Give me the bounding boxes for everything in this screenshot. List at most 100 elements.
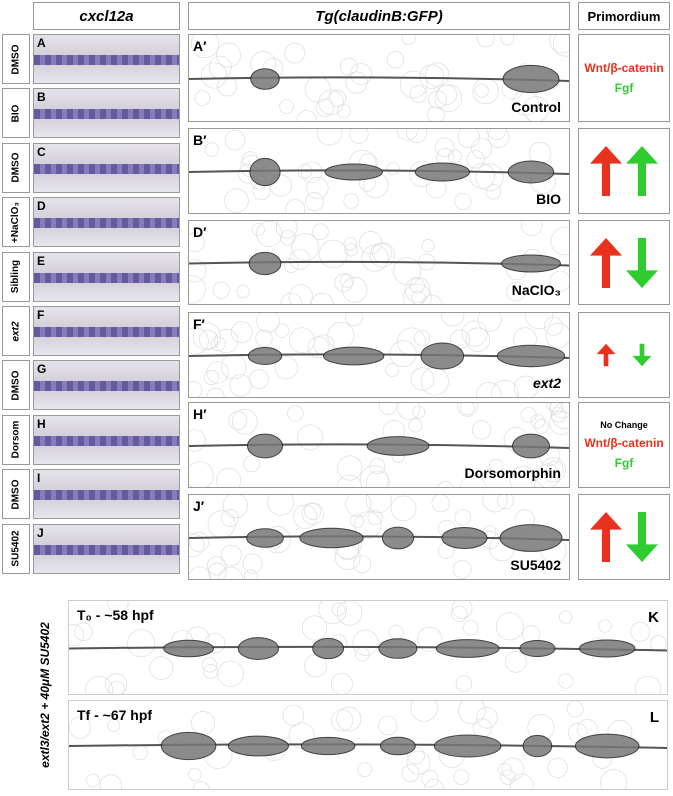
condition-label: DMSO (10, 152, 22, 183)
condition-label: BIO (10, 104, 22, 123)
bottom-side: extl3/ext2 + 40μM SU5402 (28, 600, 62, 790)
cxcl12a-image: I (33, 469, 180, 520)
condition-box: DMSO (2, 360, 30, 411)
panel-letter: I (37, 471, 41, 486)
condition-box: DMSO (2, 34, 30, 84)
panel-letter: H′ (193, 406, 207, 422)
expression-band (34, 272, 179, 283)
micrograph (189, 403, 569, 487)
gfp-image: D′ NaClO₃ (188, 220, 570, 305)
condition-label: Sibling (10, 259, 22, 294)
panel-label: BIO (536, 191, 561, 207)
panel-label: Control (511, 99, 561, 115)
condition-label: +NaClO₃ (10, 201, 22, 243)
arrows (590, 146, 658, 196)
primordium-box: No Change Wnt/β-catenin Fgf (578, 402, 670, 488)
panel-letter: B′ (193, 132, 207, 148)
condition-label: DMSO (10, 479, 22, 510)
micrograph (189, 35, 569, 121)
cxcl12a-image: D (33, 197, 180, 248)
panel-letter: F′ (193, 316, 205, 332)
primordium-box: Wnt/β-catenin Fgf (578, 34, 670, 122)
left-header: cxcl12a (33, 2, 180, 30)
fgf-label: Fgf (614, 81, 634, 95)
panel-letter: G (37, 362, 47, 377)
condition-box: BIO (2, 88, 30, 139)
panel-letter: K (648, 609, 659, 626)
panel-letter: E (37, 253, 46, 268)
gfp-image: B′ BIO (188, 128, 570, 214)
expression-band (34, 218, 179, 229)
gfp-image: F′ ext2 (188, 312, 570, 398)
panel-letter: C (37, 144, 46, 159)
expression-band (34, 544, 179, 555)
panel-letter: B (37, 90, 46, 105)
micrograph (189, 313, 569, 397)
condition-box: DMSO (2, 469, 30, 520)
bottom-side-label: extl3/ext2 + 40μM SU5402 (38, 622, 53, 768)
panel-letter: J′ (193, 498, 205, 514)
condition-box: Dorsom (2, 414, 30, 465)
micrograph (69, 601, 667, 694)
panel-letter: J (37, 525, 44, 540)
arrows (590, 512, 658, 562)
panel-letter: A′ (193, 38, 207, 54)
right-header: Primordium (578, 2, 670, 30)
condition-label: DMSO (10, 44, 22, 74)
micrograph (69, 701, 667, 789)
condition-box: SU5402 (2, 523, 30, 574)
cxcl12a-image: F (33, 306, 180, 356)
condition-box: +NaClO₃ (2, 197, 30, 248)
micrograph (189, 495, 569, 579)
expression-band (34, 327, 179, 337)
expression-band (34, 55, 179, 65)
condition-label: SU5402 (10, 530, 22, 567)
wnt-label: Wnt/β-catenin (584, 61, 664, 75)
panel-label: NaClO₃ (511, 282, 561, 298)
time-label: Tf - ~67 hpf (77, 707, 153, 723)
panel-letter: L (649, 709, 659, 726)
condition-label: Dorsom (10, 420, 22, 459)
expression-band (34, 435, 179, 446)
condition-box: ext2 (2, 306, 30, 356)
panel-label: ext2 (532, 375, 561, 391)
micrograph (189, 221, 569, 304)
gfp-image: H′ Dorsomorphin (188, 402, 570, 488)
condition-label: ext2 (10, 320, 22, 342)
panel-letter: D (37, 199, 46, 214)
micrograph (189, 129, 569, 213)
cxcl12a-image: H (33, 414, 180, 465)
gfp-image: A′ Control (188, 34, 570, 122)
gfp-image: J′ SU5402 (188, 494, 570, 580)
timelapse-image: T₀ - ~58 hpf K (68, 600, 668, 695)
cxcl12a-image: C (33, 142, 180, 193)
time-label: T₀ - ~58 hpf (77, 607, 154, 623)
condition-box: DMSO (2, 142, 30, 193)
panel-label: Dorsomorphin (464, 465, 561, 481)
primordium-box (578, 494, 670, 580)
panel-letter: F (37, 308, 45, 322)
panel-letter: D′ (193, 224, 207, 240)
panel-letter: H (37, 416, 46, 431)
primordium-box (578, 312, 670, 398)
panel-label: SU5402 (510, 557, 561, 573)
cxcl12a-image: G (33, 360, 180, 411)
expression-band (34, 109, 179, 120)
expression-band (34, 381, 179, 392)
arrows (596, 343, 652, 367)
primordium-box (578, 128, 670, 214)
cxcl12a-image: A (33, 34, 180, 84)
arrows (590, 237, 658, 288)
fgf-label: Fgf (614, 456, 634, 470)
panel-letter: A (37, 36, 46, 50)
primordium-box (578, 220, 670, 305)
timelapse-image: Tf - ~67 hpf L (68, 700, 668, 790)
condition-box: Sibling (2, 251, 30, 302)
no-change-label: No Change (600, 420, 648, 430)
cxcl12a-image: B (33, 88, 180, 139)
condition-label: DMSO (10, 370, 22, 401)
wnt-label: Wnt/β-catenin (584, 436, 664, 450)
cxcl12a-image: J (33, 523, 180, 574)
expression-band (34, 163, 179, 174)
